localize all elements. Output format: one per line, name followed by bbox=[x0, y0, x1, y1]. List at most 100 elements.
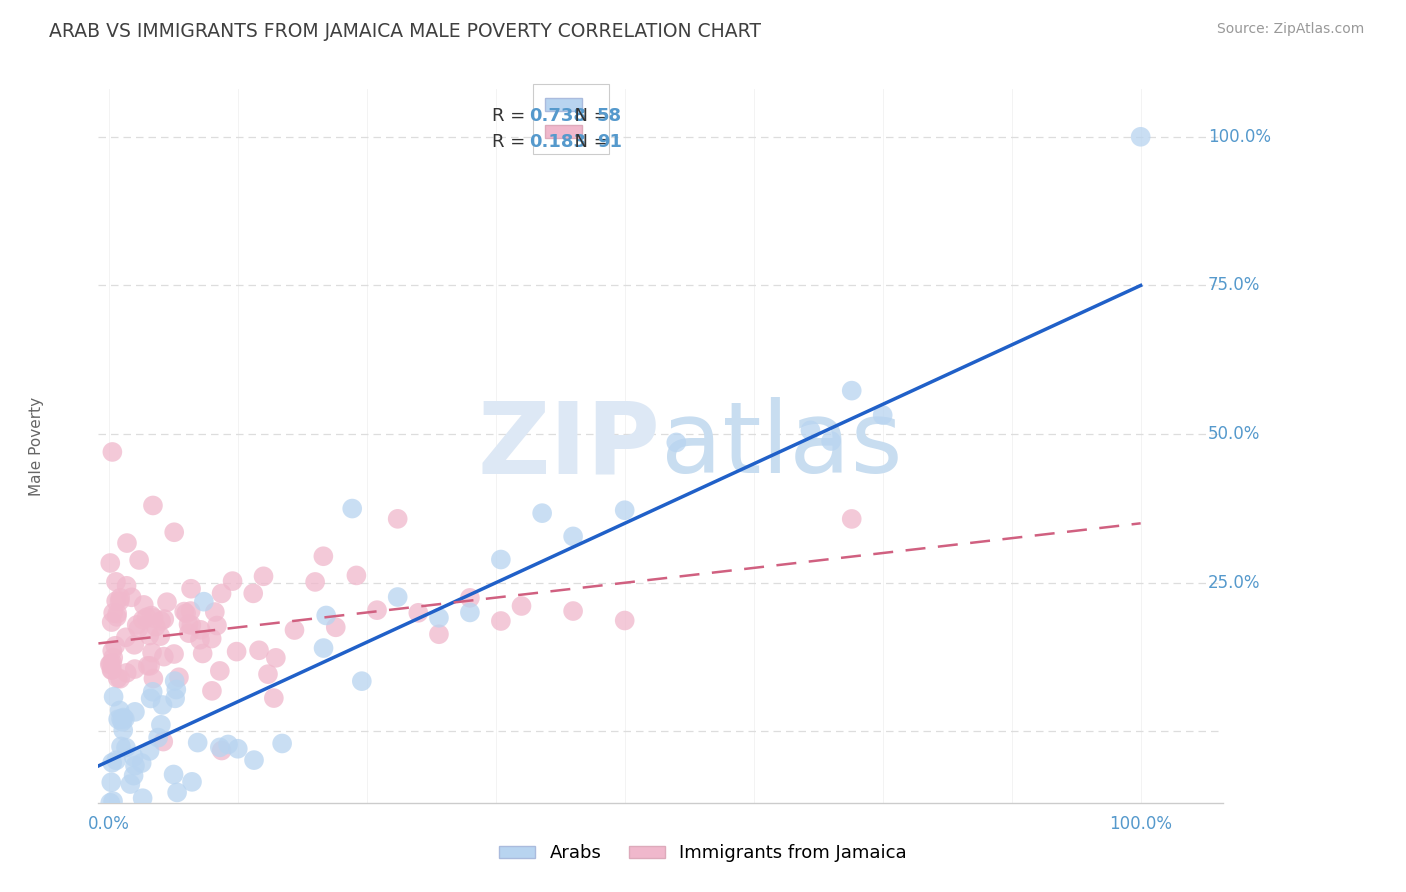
Point bbox=[243, 753, 266, 767]
Point bbox=[217, 738, 239, 752]
Point bbox=[138, 628, 160, 642]
Text: 50.0%: 50.0% bbox=[1208, 425, 1260, 443]
Point bbox=[162, 767, 184, 781]
Point bbox=[163, 647, 186, 661]
Point bbox=[122, 750, 145, 764]
Point bbox=[122, 769, 145, 783]
Point bbox=[101, 656, 124, 670]
Point bbox=[105, 753, 128, 767]
Point bbox=[531, 506, 554, 520]
Text: 100.0%: 100.0% bbox=[1208, 128, 1271, 145]
Point bbox=[181, 775, 204, 789]
Text: 75.0%: 75.0% bbox=[1208, 277, 1260, 294]
Point bbox=[121, 591, 143, 605]
Point bbox=[387, 512, 409, 526]
Point bbox=[115, 740, 138, 755]
Point bbox=[149, 718, 172, 732]
Point bbox=[263, 691, 285, 706]
Point bbox=[100, 663, 122, 677]
Point bbox=[841, 512, 863, 526]
Point bbox=[124, 705, 146, 719]
Point bbox=[104, 639, 127, 653]
Point bbox=[799, 423, 821, 437]
Point bbox=[167, 670, 190, 684]
Point bbox=[104, 574, 127, 589]
Point bbox=[188, 632, 211, 647]
Point bbox=[283, 623, 305, 637]
Text: ZIP: ZIP bbox=[478, 398, 661, 494]
Point bbox=[127, 622, 149, 636]
Point bbox=[613, 503, 636, 517]
Point bbox=[131, 791, 153, 805]
Point bbox=[165, 682, 187, 697]
Point bbox=[562, 604, 585, 618]
Point bbox=[221, 574, 243, 588]
Point bbox=[190, 623, 212, 637]
Point bbox=[247, 643, 270, 657]
Point bbox=[125, 618, 148, 632]
Point bbox=[110, 712, 132, 726]
Point bbox=[489, 552, 512, 566]
Text: ARAB VS IMMIGRANTS FROM JAMAICA MALE POVERTY CORRELATION CHART: ARAB VS IMMIGRANTS FROM JAMAICA MALE POV… bbox=[49, 22, 761, 41]
Point bbox=[193, 595, 215, 609]
Point bbox=[315, 608, 337, 623]
Point bbox=[841, 384, 863, 398]
Point bbox=[489, 614, 512, 628]
Point bbox=[191, 647, 214, 661]
Point bbox=[1129, 129, 1152, 144]
Point bbox=[105, 610, 128, 624]
Point bbox=[242, 586, 264, 600]
Point bbox=[103, 650, 125, 665]
Text: R =: R = bbox=[492, 134, 531, 152]
Text: 91: 91 bbox=[596, 134, 621, 152]
Point bbox=[112, 723, 135, 738]
Point bbox=[142, 499, 165, 513]
Text: atlas: atlas bbox=[661, 398, 903, 494]
Point bbox=[124, 662, 146, 676]
Point bbox=[100, 657, 122, 671]
Point bbox=[458, 606, 481, 620]
Point bbox=[872, 408, 894, 422]
Point bbox=[820, 434, 842, 448]
Point bbox=[208, 740, 231, 755]
Point bbox=[111, 714, 134, 729]
Point bbox=[325, 620, 347, 634]
Text: R =: R = bbox=[492, 107, 531, 125]
Text: N =: N = bbox=[562, 134, 614, 152]
Point bbox=[146, 731, 169, 745]
Point bbox=[152, 734, 174, 748]
Point bbox=[152, 698, 174, 712]
Point bbox=[101, 663, 124, 677]
Point bbox=[173, 605, 195, 619]
Text: 0.738: 0.738 bbox=[529, 107, 586, 125]
Text: 58: 58 bbox=[596, 107, 621, 125]
Point bbox=[156, 595, 179, 609]
Point bbox=[613, 614, 636, 628]
Point bbox=[107, 712, 129, 726]
Point bbox=[98, 796, 121, 810]
Point bbox=[132, 613, 155, 627]
Point bbox=[131, 756, 153, 770]
Point bbox=[226, 741, 249, 756]
Point bbox=[115, 630, 138, 644]
Text: 25.0%: 25.0% bbox=[1208, 574, 1260, 591]
Point bbox=[124, 758, 146, 772]
Point bbox=[257, 667, 280, 681]
Point bbox=[180, 604, 202, 618]
Text: Male Poverty: Male Poverty bbox=[30, 396, 44, 496]
Point bbox=[211, 743, 233, 757]
Point bbox=[205, 618, 228, 632]
Point bbox=[387, 590, 409, 604]
Point bbox=[163, 525, 186, 540]
Point bbox=[115, 579, 138, 593]
Point bbox=[136, 658, 159, 673]
Point bbox=[312, 549, 335, 564]
Point bbox=[138, 744, 160, 758]
Point bbox=[115, 536, 138, 550]
Text: 0.183: 0.183 bbox=[529, 134, 586, 152]
Point bbox=[163, 674, 186, 689]
Point bbox=[101, 794, 124, 808]
Point bbox=[304, 574, 326, 589]
Point bbox=[149, 629, 172, 643]
Point bbox=[665, 435, 688, 450]
